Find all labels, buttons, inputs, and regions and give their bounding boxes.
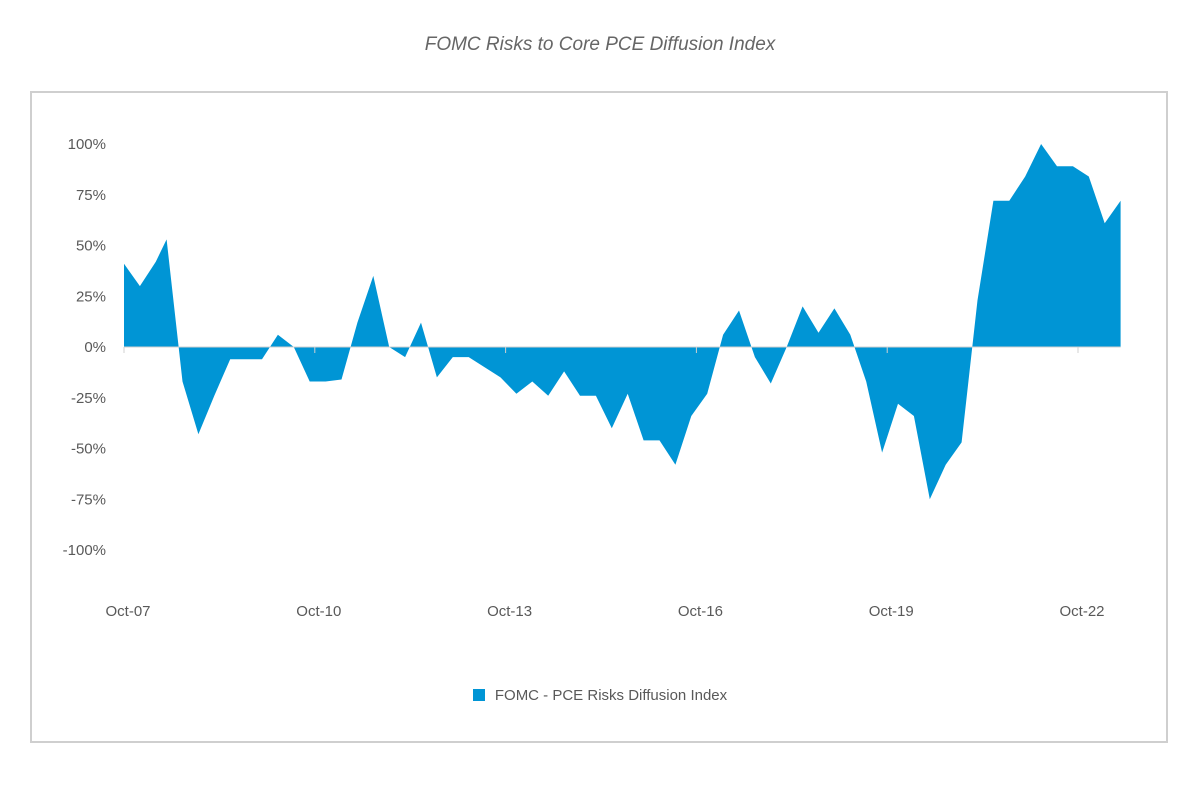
x-tick-label: Oct-13: [487, 603, 532, 620]
y-tick-label: 75%: [76, 187, 106, 204]
y-tick-label: -50%: [71, 441, 106, 458]
chart-frame: [30, 91, 1168, 743]
x-tick-label: Oct-16: [678, 603, 723, 620]
x-tick-label: Oct-19: [869, 603, 914, 620]
chart-title: FOMC Risks to Core PCE Diffusion Index: [424, 34, 776, 55]
legend-label: FOMC - PCE Risks Diffusion Index: [494, 687, 728, 704]
x-tick-label: Oct-22: [1059, 603, 1104, 620]
y-tick-label: -75%: [71, 491, 106, 508]
x-tick-label: Oct-07: [105, 603, 150, 620]
legend: FOMC - PCE Risks Diffusion Index: [0, 687, 1200, 704]
legend-swatch: [472, 689, 485, 701]
y-tick-label: 25%: [76, 288, 106, 305]
x-tick-label: Oct-10: [296, 603, 341, 620]
y-tick-label: 0%: [84, 339, 106, 356]
series-area: [124, 144, 1121, 500]
y-tick-label: -25%: [71, 390, 106, 407]
y-tick-label: -100%: [63, 542, 106, 559]
y-tick-label: 50%: [76, 238, 106, 255]
y-tick-label: 100%: [68, 136, 106, 153]
